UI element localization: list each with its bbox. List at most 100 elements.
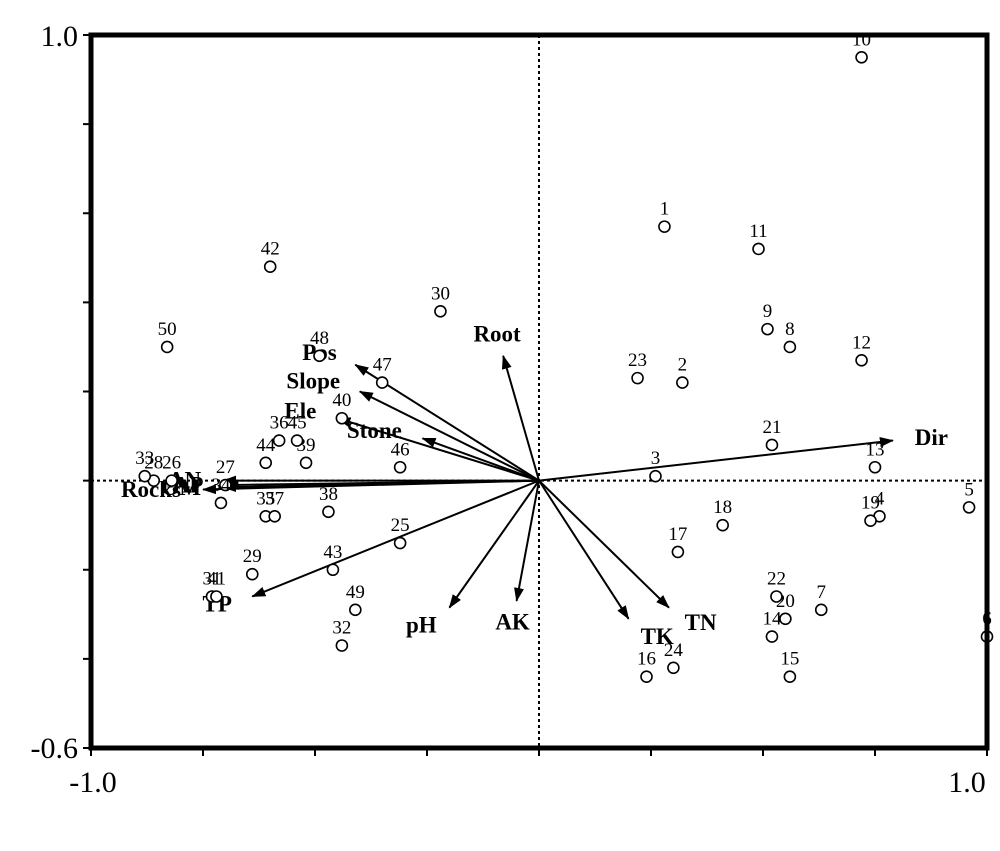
site-label-45: 45 — [288, 413, 307, 434]
vector-arrow-slope — [358, 390, 540, 482]
site-point-24 — [667, 661, 680, 675]
site-point-8 — [783, 340, 797, 354]
site-point-26 — [165, 474, 178, 487]
site-point-15 — [783, 670, 797, 684]
vector-label-dir: Dir — [915, 425, 948, 450]
site-label-17: 17 — [668, 524, 687, 545]
vector-arrow-ele — [336, 417, 540, 482]
site-label-44: 44 — [256, 435, 276, 456]
vector-label-ak: AK — [495, 610, 530, 635]
site-label-29: 29 — [243, 546, 262, 567]
site-point-34 — [214, 496, 228, 510]
site-label-46: 46 — [391, 439, 410, 460]
site-point-25 — [393, 536, 407, 550]
site-point-27 — [219, 478, 232, 492]
site-point-38 — [322, 505, 335, 519]
site-label-48: 48 — [310, 328, 329, 349]
vector-arrow-tn — [538, 479, 670, 609]
site-point-22 — [770, 590, 783, 603]
site-point-50 — [160, 340, 174, 354]
site-label-7: 7 — [816, 582, 826, 603]
site-point-7 — [814, 603, 828, 617]
site-label-38: 38 — [319, 484, 338, 505]
site-point-17 — [671, 545, 685, 559]
site-label-40: 40 — [332, 390, 351, 411]
site-label-4: 4 — [875, 488, 885, 509]
site-point-11 — [752, 242, 765, 256]
site-point-3 — [649, 469, 662, 483]
site-label-9: 9 — [763, 301, 773, 322]
site-label-21: 21 — [762, 417, 781, 438]
vector-arrow-tp — [251, 479, 540, 598]
site-label-34: 34 — [211, 475, 231, 496]
site-label-1: 1 — [660, 199, 670, 220]
vector-label-slope: Slope — [286, 369, 340, 394]
site-point-1 — [658, 220, 671, 233]
site-label-16: 16 — [637, 649, 656, 670]
vector-label-ph: pH — [406, 613, 437, 638]
site-point-47 — [375, 376, 389, 389]
site-point-20 — [779, 612, 792, 626]
site-label-12: 12 — [852, 332, 871, 353]
site-label-37: 37 — [265, 488, 284, 509]
site-point-29 — [245, 567, 259, 581]
site-point-14 — [765, 630, 779, 643]
vector-arrow-tk — [538, 480, 630, 620]
site-label-14: 14 — [762, 609, 782, 630]
zero-reference-lines — [91, 35, 987, 748]
site-point-43 — [326, 563, 340, 577]
site-point-2 — [676, 376, 689, 389]
plot-frame — [88, 32, 990, 751]
site-label-25: 25 — [391, 515, 410, 536]
vector-label-stone: Stone — [347, 418, 402, 443]
site-point-13 — [868, 460, 882, 474]
site-point-30 — [434, 304, 447, 318]
site-label-33: 33 — [135, 448, 154, 469]
vector-label-ap: AP — [173, 472, 204, 497]
site-label-31: 31 — [202, 568, 221, 589]
y-tick-label-bottom: -0.6 — [31, 732, 79, 765]
site-point-49 — [349, 603, 362, 617]
site-label-50: 50 — [158, 319, 177, 340]
site-point-33 — [138, 469, 152, 483]
site-label-15: 15 — [780, 649, 799, 670]
site-point-44 — [259, 456, 273, 470]
site-point-37 — [268, 509, 281, 523]
site-label-30: 30 — [431, 283, 450, 304]
x-tick-label-left: -1.0 — [69, 766, 117, 799]
site-point-40 — [335, 411, 349, 425]
site-label-5: 5 — [964, 479, 974, 500]
site-label-49: 49 — [346, 582, 365, 603]
site-label-35: 35 — [256, 488, 275, 509]
site-label-43: 43 — [323, 542, 342, 563]
site-label-23: 23 — [628, 350, 647, 371]
site-label-41: 41 — [207, 568, 226, 589]
vector-label-ele: Ele — [284, 399, 316, 424]
site-point-48 — [313, 349, 326, 363]
vector-arrow-root — [501, 354, 540, 481]
site-label-18: 18 — [713, 497, 732, 518]
y-tick-label-top: 1.0 — [41, 20, 79, 53]
site-point-23 — [631, 371, 644, 385]
site-point-18 — [716, 518, 729, 532]
site-point-39 — [299, 456, 313, 470]
vector-label-root: Root — [473, 322, 521, 347]
axis-ticks — [83, 34, 988, 756]
site-point-46 — [393, 460, 407, 474]
vector-label-tn: TN — [685, 610, 717, 635]
site-point-10 — [855, 50, 868, 64]
site-point-5 — [962, 501, 976, 514]
vector-arrow-stone — [421, 437, 540, 482]
site-label-11: 11 — [749, 221, 767, 242]
x-tick-label-right: 1.0 — [948, 766, 986, 799]
site-label-32: 32 — [332, 618, 351, 639]
site-label-26: 26 — [162, 453, 181, 474]
vector-arrow-dir — [538, 437, 894, 482]
site-label-24: 24 — [664, 640, 684, 661]
site-label-36: 36 — [270, 413, 289, 434]
site-label-27: 27 — [216, 457, 235, 478]
site-point-45 — [290, 434, 304, 447]
site-point-42 — [263, 260, 277, 274]
